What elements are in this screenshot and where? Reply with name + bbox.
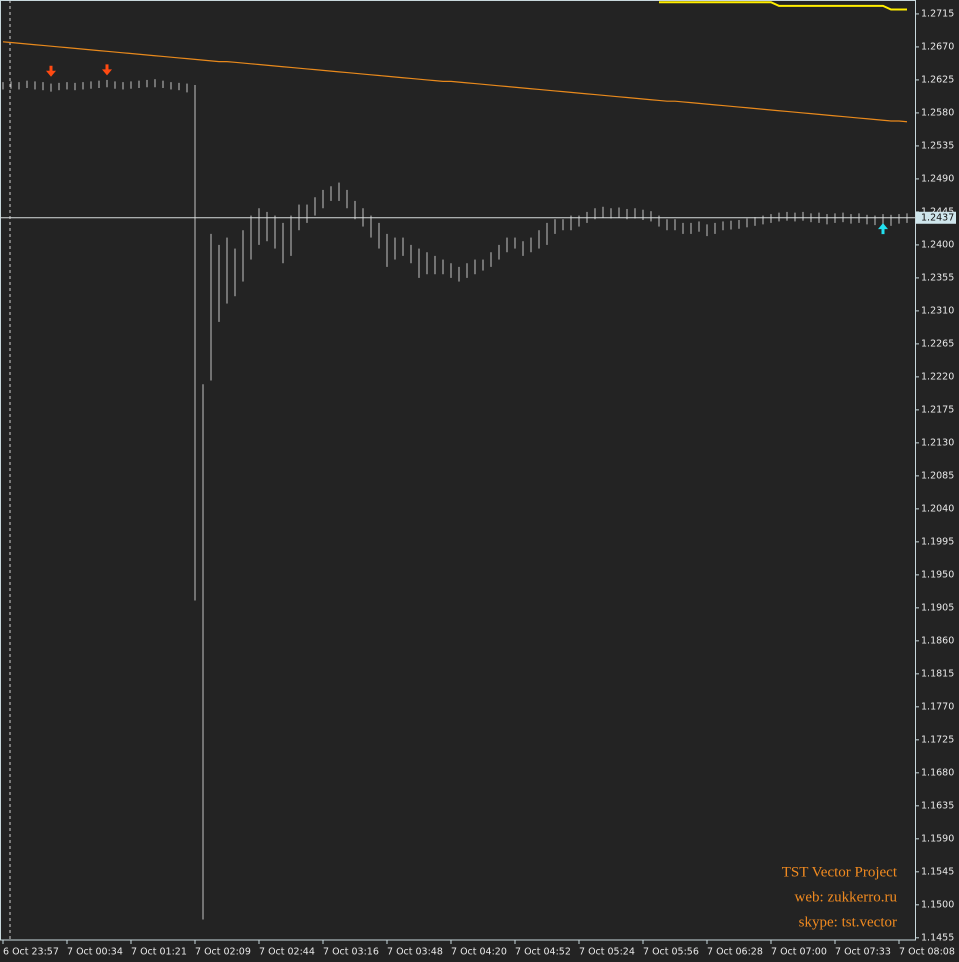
x-tick-label: 7 Oct 02:09 [195, 947, 251, 958]
x-tick-label: 7 Oct 00:34 [67, 947, 123, 958]
x-tick-label: 7 Oct 04:20 [451, 947, 507, 958]
y-tick-label: 1.2490 [921, 173, 954, 184]
y-tick-label: 1.2130 [921, 437, 954, 448]
watermark-line: TST Vector Project [782, 864, 898, 880]
x-tick-label: 7 Oct 07:00 [771, 947, 827, 958]
indicator-layer [2, 1, 908, 123]
x-tick-label: 7 Oct 01:21 [131, 947, 187, 958]
y-tick-label: 1.2355 [921, 272, 954, 283]
y-tick-label: 1.2220 [921, 371, 954, 382]
y-tick-label: 1.1860 [921, 635, 954, 646]
x-tick-label: 7 Oct 06:28 [707, 947, 763, 958]
y-tick-label: 1.1815 [921, 668, 954, 679]
y-tick-label: 1.1545 [921, 866, 954, 877]
sell-arrow [46, 65, 56, 77]
y-tick-label: 1.1770 [921, 701, 954, 712]
x-tick-label: 6 Oct 23:57 [3, 947, 59, 958]
buy-arrow [878, 223, 888, 235]
bars-layer [0, 64, 915, 920]
y-tick-label: 1.2085 [921, 470, 954, 481]
y-tick-label: 1.2625 [921, 74, 954, 85]
y-tick-label: 1.1635 [921, 800, 954, 811]
y-tick-label: 1.1905 [921, 602, 954, 613]
current-price-label: 1.2437 [921, 212, 954, 223]
axis-layer: 1.2715 1.2670 1.2625 1.2580 1.2535 1.2490 1.24… [2, 8, 956, 958]
x-tick-label: 7 Oct 05:24 [579, 947, 635, 958]
y-tick-label: 1.2175 [921, 404, 954, 415]
y-tick-label: 1.2040 [921, 503, 954, 514]
y-tick-label: 1.1995 [921, 536, 954, 547]
y-tick-label: 1.1590 [921, 833, 954, 844]
y-tick-label: 1.2400 [921, 239, 954, 250]
x-tick-label: 7 Oct 02:44 [259, 947, 315, 958]
current-price-box [916, 211, 956, 224]
x-tick-label: 7 Oct 03:16 [323, 947, 379, 958]
sell-arrow [102, 64, 112, 76]
y-tick-label: 1.2265 [921, 338, 954, 349]
y-tick-label: 1.1500 [921, 899, 954, 910]
plot-border [0, 0, 916, 941]
y-tick-label: 1.1680 [921, 767, 954, 778]
x-tick-label: 7 Oct 08:08 [899, 947, 955, 958]
x-tick-label: 7 Oct 05:56 [643, 947, 699, 958]
y-tick-label: 1.2535 [921, 140, 954, 151]
y-tick-label: 1.1455 [921, 932, 954, 943]
y-tick-label: 1.2670 [921, 41, 954, 52]
indicator-line [2, 41, 908, 123]
watermark-line: skype: tst.vector [799, 914, 897, 930]
y-tick-label: 1.1725 [921, 734, 954, 745]
y-tick-label: 1.2310 [921, 305, 954, 316]
y-tick-label: 1.2580 [921, 107, 954, 118]
watermark-line: web: zukkerro.ru [795, 889, 898, 905]
indicator-line [659, 1, 907, 11]
x-tick-label: 7 Oct 03:48 [387, 947, 443, 958]
x-tick-label: 7 Oct 04:52 [515, 947, 571, 958]
x-tick-label: 7 Oct 07:33 [835, 947, 891, 958]
y-tick-label: 1.2715 [921, 8, 954, 19]
y-tick-label: 1.1950 [921, 569, 954, 580]
